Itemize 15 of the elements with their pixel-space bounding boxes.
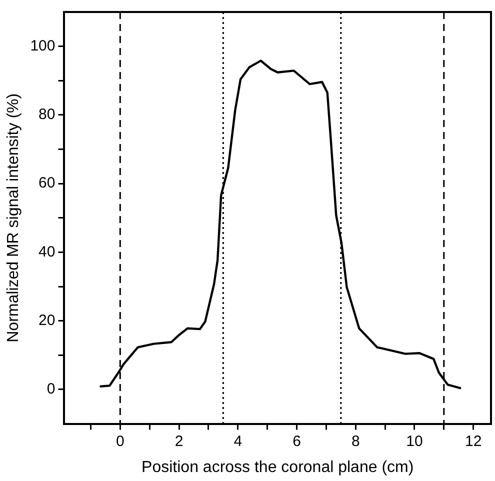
y-tick-label: 60 — [38, 174, 56, 192]
y-tick-label: 20 — [38, 312, 56, 329]
x-tick-label: 4 — [234, 432, 242, 450]
y-tick-label: 100 — [30, 37, 56, 54]
x-tick-label: 8 — [351, 432, 360, 450]
y-tick-label: 80 — [38, 106, 56, 124]
y-axis-title: Normalized MR signal intensity (%) — [5, 93, 22, 342]
y-tick-label: 40 — [38, 243, 56, 260]
x-tick-label: 10 — [406, 432, 423, 450]
x-tick-label: 2 — [174, 432, 184, 450]
x-tick-label: 6 — [292, 432, 301, 450]
x-tick-label: 0 — [116, 432, 124, 450]
y-tick-label: 0 — [46, 380, 56, 398]
x-axis-title: Position across the coronal plane (cm) — [142, 458, 414, 476]
x-tick-label: 12 — [464, 432, 482, 450]
